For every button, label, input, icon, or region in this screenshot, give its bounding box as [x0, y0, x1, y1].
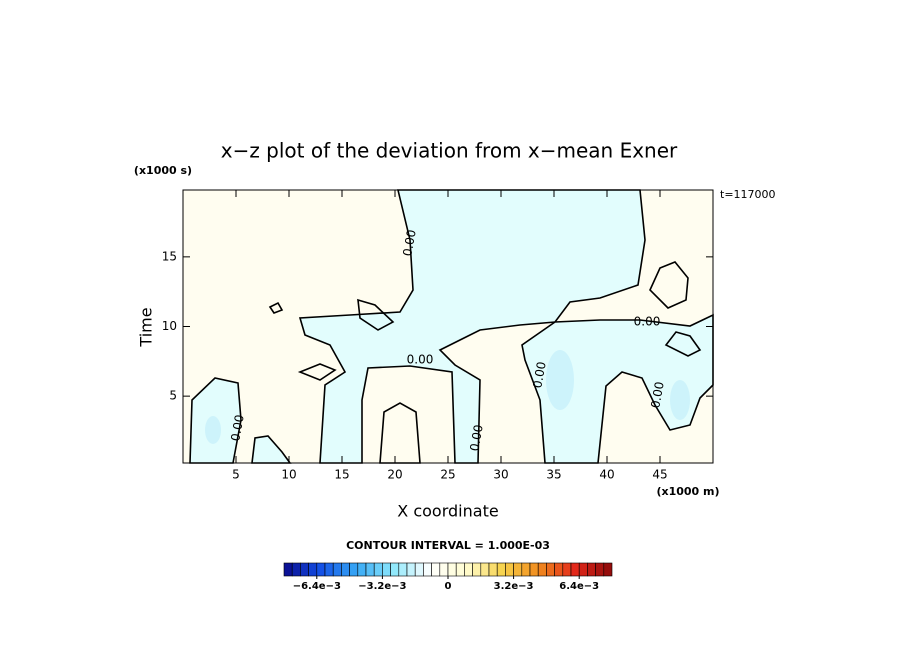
minimum-core	[670, 380, 690, 420]
x-tick-label: 15	[334, 468, 349, 482]
contour-line	[268, 301, 284, 314]
minimum-core	[546, 350, 574, 410]
colorbar-tick-label: −3.2e−3	[358, 581, 406, 592]
y-axis-label: Time	[137, 307, 156, 347]
plot-area: 0.00 0.00 0.00 0.00 0.00 0.00 0.00	[183, 189, 714, 464]
colorbar-box	[603, 562, 613, 577]
negative-region	[298, 189, 646, 464]
colorbar-box	[513, 562, 523, 577]
colorbar-box	[537, 562, 547, 577]
colorbar-tick-label: 0	[445, 581, 452, 592]
x-tick-label: 25	[440, 468, 455, 482]
minimum-core	[205, 416, 221, 444]
colorbar-box	[365, 562, 375, 577]
colorbar-box	[529, 562, 539, 577]
colorbar-box	[496, 562, 506, 577]
contour-label: 0.00	[530, 361, 548, 390]
contour-line	[297, 363, 337, 381]
contour-label: 0.00	[467, 424, 485, 453]
colorbar-box	[505, 562, 514, 577]
contour-label: 0.00	[400, 229, 418, 258]
colorbar-box	[455, 562, 465, 577]
colorbar-box	[324, 562, 334, 577]
colorbar-box	[447, 562, 457, 577]
colorbar-box	[349, 562, 359, 577]
y-tick-label: 15	[162, 249, 177, 263]
y-tick-label: 10	[162, 319, 177, 333]
colorbar-box	[373, 562, 383, 577]
colorbar-box	[382, 562, 391, 577]
x-tick-label: 10	[281, 468, 296, 482]
contour-line	[664, 331, 702, 357]
colorbar-box	[439, 562, 449, 577]
colorbar-box	[578, 562, 588, 577]
colorbar-box	[488, 562, 498, 577]
x-axis-label: X coordinate	[397, 502, 498, 521]
time-label: t=117000	[720, 188, 776, 201]
colorbar-box	[546, 562, 555, 577]
colorbar-box	[554, 562, 564, 577]
x-tick-label: 35	[546, 468, 561, 482]
contour-label: 0.00	[634, 315, 661, 329]
colorbar-box	[308, 562, 318, 577]
y-tick-label: 5	[169, 389, 177, 403]
colorbar-box	[595, 562, 605, 577]
colorbar-box	[414, 562, 424, 577]
colorbar-tick-label: −6.4e−3	[293, 581, 341, 592]
x-tick-label: 30	[493, 468, 508, 482]
x-tick-label: 5	[232, 468, 240, 482]
colorbar-box	[562, 562, 572, 577]
x-tick-label: 40	[599, 468, 614, 482]
contour-interval: CONTOUR INTERVAL = 1.000E-03	[346, 539, 550, 552]
colorbar-box	[406, 562, 416, 577]
colorbar-tick-label: 6.4e−3	[559, 581, 599, 592]
contour-label: 0.00	[407, 353, 434, 367]
x-unit: (x1000 m)	[656, 485, 719, 498]
x-tick-label: 45	[652, 468, 667, 482]
colorbar-box	[521, 562, 531, 577]
colorbar-box	[472, 562, 482, 577]
colorbar-box	[464, 562, 473, 577]
positive-region	[379, 402, 421, 464]
x-tick-label: 20	[387, 468, 402, 482]
y-unit: (x1000 s)	[134, 164, 192, 177]
contour-label: 0.00	[228, 414, 246, 443]
colorbar-box	[570, 562, 580, 577]
chart-title: x−z plot of the deviation from x−mean Ex…	[221, 139, 678, 163]
colorbar-box	[398, 562, 408, 577]
colorbar-box	[587, 562, 596, 577]
colorbar-box	[431, 562, 441, 577]
colorbar-box	[423, 562, 432, 577]
colorbar-box	[480, 562, 490, 577]
colorbar-box	[291, 562, 301, 577]
contour-line	[357, 298, 395, 331]
colorbar-box	[357, 562, 367, 577]
contour-label: 0.00	[648, 381, 666, 410]
colorbar-box	[300, 562, 309, 577]
colorbar-box	[283, 562, 293, 577]
colorbar-box	[316, 562, 326, 577]
colorbar-box	[341, 562, 350, 577]
contour-line	[649, 261, 689, 309]
negative-region	[521, 313, 714, 464]
colorbar-tick-label: 3.2e−3	[494, 581, 534, 592]
colorbar-box	[390, 562, 400, 577]
colorbar-box	[332, 562, 342, 577]
